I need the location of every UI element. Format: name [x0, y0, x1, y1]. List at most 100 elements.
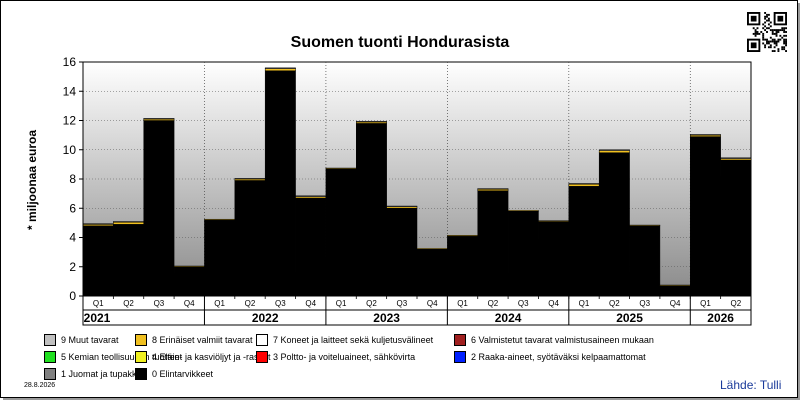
- source-label: Lähde: Tulli: [720, 378, 782, 392]
- x-tick-label: Q3: [518, 299, 529, 308]
- bar-segment: [538, 221, 570, 297]
- bar-segment: [538, 220, 570, 222]
- bar-segment: [82, 223, 114, 225]
- legend-label: 3 Poltto- ja voiteluaineet, sähkövirta: [273, 352, 416, 362]
- bar-segment: [234, 180, 266, 297]
- y-tick-label: 6: [69, 201, 76, 215]
- legend-swatch: [135, 351, 147, 363]
- legend-swatch: [256, 334, 268, 346]
- bar-segment: [143, 120, 175, 297]
- publication-date: 28.8.2026: [24, 382, 56, 389]
- y-tick-label: 2: [69, 260, 76, 274]
- x-tick-label: Q3: [275, 299, 286, 308]
- x-tick-label: Q4: [670, 299, 681, 308]
- x-tick-label: Q3: [396, 299, 407, 308]
- legend-item: 4 Eläin- ja kasviöljyt ja -rasvat: [135, 350, 271, 364]
- bar-segment: [629, 224, 661, 227]
- legend-label: 1 Juomat ja tupakka: [61, 369, 142, 379]
- legend-label: 7 Koneet ja laitteet sekä kuljetusväline…: [273, 335, 434, 345]
- bar-segment: [295, 197, 327, 297]
- bar-segment: [356, 123, 387, 297]
- x-tick-label: Q3: [639, 299, 650, 308]
- y-tick-label: 0: [69, 289, 76, 303]
- bar-segment: [386, 205, 418, 208]
- bar-segment: [386, 208, 418, 297]
- legend-item: 8 Erinäiset valmiit tavarat: [135, 333, 253, 347]
- bar-segment: [264, 67, 296, 69]
- bar-segment: [173, 265, 205, 268]
- y-tick-label: 4: [69, 231, 76, 245]
- legend-swatch: [44, 368, 56, 380]
- x-tick-label: Q1: [579, 299, 590, 308]
- bar-segment: [477, 190, 509, 297]
- y-tick-label: 10: [63, 143, 77, 157]
- x-tick-label: Q4: [548, 299, 559, 308]
- bar-segment: [507, 210, 539, 212]
- x-tick-label: Q2: [609, 299, 620, 308]
- legend-swatch: [256, 351, 268, 363]
- y-axis-label: * miljoonaa euroa: [25, 130, 39, 230]
- legend-item: 5 Kemian teollisuuden tuotteet: [44, 350, 182, 364]
- bar-segment: [416, 248, 448, 250]
- legend-swatch: [135, 334, 147, 346]
- bar-segment: [659, 284, 691, 287]
- bar-segment: [143, 118, 175, 120]
- legend-item: 9 Muut tavarat: [44, 333, 119, 347]
- x-tick-label: Q2: [488, 299, 499, 308]
- x-tick-label: Q1: [457, 299, 468, 308]
- x-tick-label: Q2: [123, 299, 134, 308]
- bar-segment: [173, 266, 205, 297]
- year-label: 2023: [373, 311, 400, 325]
- year-label: 2026: [707, 311, 734, 325]
- bar-segment: [356, 120, 387, 123]
- legend: 9 Muut tavarat 8 Erinäiset valmiit tavara…: [44, 333, 764, 383]
- bar-segment: [113, 224, 144, 297]
- legend-item: 6 Valmistetut tavarat valmistusaineen mu…: [454, 333, 654, 347]
- bar-segment: [264, 68, 296, 72]
- year-label: 2021: [84, 311, 111, 325]
- legend-item: 2 Raaka-aineet, syötäväksi kelpaamattoma…: [454, 350, 646, 364]
- bar-segment: [598, 150, 630, 153]
- legend-label: 8 Erinäiset valmiit tavarat: [152, 335, 253, 345]
- bar-segment: [204, 219, 236, 297]
- legend-item: 7 Koneet ja laitteet sekä kuljetusväline…: [256, 333, 433, 347]
- bar-segment: [598, 152, 630, 297]
- x-tick-label: Q1: [214, 299, 225, 308]
- bar-segment: [568, 183, 600, 185]
- x-tick-label: Q2: [245, 299, 256, 308]
- bar-segment: [690, 136, 721, 297]
- legend-label: 0 Elintarvikkeet: [152, 369, 214, 379]
- bar-segment: [204, 218, 236, 221]
- x-tick-label: Q4: [305, 299, 316, 308]
- y-tick-label: 8: [69, 172, 76, 186]
- bar-segment: [82, 225, 114, 297]
- legend-label: 9 Muut tavarat: [61, 335, 119, 345]
- bar-segment: [568, 183, 600, 187]
- chart-title: Suomen tuonti Hondurasista: [291, 34, 510, 51]
- bar-segment: [690, 134, 721, 136]
- bar-segment: [325, 168, 357, 297]
- x-tick-label: Q1: [336, 299, 347, 308]
- legend-swatch: [454, 334, 466, 346]
- legend-item: 0 Elintarvikkeet: [135, 367, 213, 381]
- bar-segment: [629, 225, 661, 297]
- legend-swatch: [44, 334, 56, 346]
- bar-segment: [264, 70, 296, 297]
- bar-segment: [416, 248, 448, 297]
- bar-segment: [720, 159, 752, 297]
- bar-segment: [325, 167, 357, 170]
- bar-segment: [477, 188, 509, 190]
- year-label: 2025: [616, 311, 643, 325]
- legend-label: 2 Raaka-aineet, syötäväksi kelpaamattoma…: [471, 352, 646, 362]
- legend-item: 3 Poltto- ja voiteluaineet, sähkövirta: [256, 350, 415, 364]
- qr-code-icon: [747, 12, 787, 52]
- bar-segment: [598, 149, 630, 151]
- bar-segment: [568, 186, 600, 297]
- legend-item: 1 Juomat ja tupakka: [44, 367, 142, 381]
- bars: [82, 67, 752, 297]
- legend-swatch: [135, 368, 147, 380]
- bar-segment: [447, 235, 478, 297]
- bar-segment: [447, 235, 478, 237]
- x-tick-label: Q4: [427, 299, 438, 308]
